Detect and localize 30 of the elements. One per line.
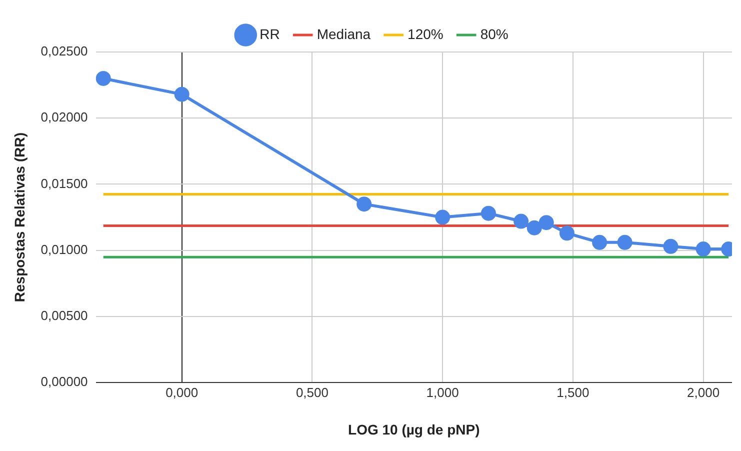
legend-label: RR (260, 26, 280, 42)
x-tick-label: 0,000 (166, 384, 198, 400)
x-tick-label: 0,500 (296, 384, 328, 400)
point (559, 226, 574, 241)
point (96, 70, 111, 86)
y-tick-label: 0,01500 (40, 176, 88, 191)
x-tick-label: 1,500 (556, 384, 590, 400)
legend-label: Mediana (316, 26, 371, 42)
point (617, 234, 632, 250)
legend-label: 120% (408, 26, 444, 42)
point (514, 214, 529, 229)
y-tick-label: 0,01000 (40, 242, 88, 257)
y-tick-label: 0,00500 (40, 308, 88, 324)
point (538, 215, 554, 230)
legend-label: 80% (480, 26, 508, 42)
point (174, 86, 190, 102)
y-tick-label: 0,00000 (40, 374, 88, 390)
x-tick-label: 1,000 (426, 384, 459, 400)
point (696, 242, 711, 257)
y-tick-label: 0,02000 (40, 110, 88, 125)
point (592, 234, 608, 250)
y-tick-label: 0,02500 (40, 44, 88, 59)
point (663, 238, 678, 254)
point (435, 210, 450, 225)
y-axis-title: Respostas Relativas (RR) (11, 132, 28, 302)
x-axis-title: LOG 10 (µg de pNP) (348, 421, 480, 438)
x-tick-label: 2,000 (687, 384, 720, 400)
point (356, 196, 372, 212)
point (526, 220, 542, 236)
point (480, 206, 496, 221)
